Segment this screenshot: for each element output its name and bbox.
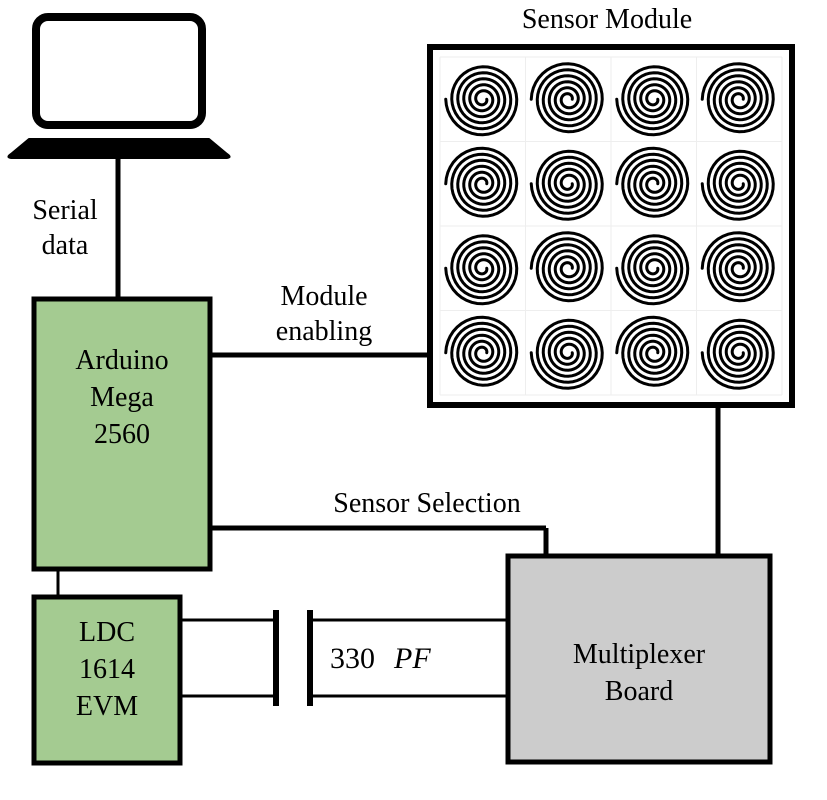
ldc-block-label: LDC — [79, 617, 135, 648]
multiplexer-block-label: Board — [605, 676, 673, 707]
arduino-block-label: 2560 — [94, 419, 150, 450]
sensor-module-title: Sensor Module — [522, 4, 692, 35]
laptop-icon — [8, 17, 229, 158]
diagram-canvas: Arduino Mega 2560 LDC 1614 EVM Multiplexer Boar… — [0, 0, 827, 800]
sensor-module — [430, 47, 792, 405]
multiplexer-block: Multiplexer Board — [508, 556, 770, 762]
serial-data-label: Serial — [32, 195, 98, 226]
module-enabling-label: Module — [280, 281, 367, 312]
module-enabling-label: enabling — [276, 316, 372, 347]
ldc-block-label: EVM — [76, 691, 138, 722]
capacitor-label: 330 PF — [330, 642, 431, 675]
arduino-block: Arduino Mega 2560 — [34, 299, 210, 569]
multiplexer-block-label: Multiplexer — [573, 639, 706, 670]
ldc-block-label: 1614 — [79, 654, 135, 685]
ldc-block: LDC 1614 EVM — [34, 597, 180, 763]
capacitor-unit: PF — [393, 642, 431, 675]
capacitor-value: 330 — [330, 642, 375, 675]
sensor-selection-label: Sensor Selection — [333, 488, 520, 519]
capacitor-icon — [276, 610, 310, 706]
arduino-block-label: Mega — [90, 382, 154, 413]
arduino-block-label: Arduino — [75, 345, 168, 376]
serial-data-label: data — [42, 230, 89, 261]
